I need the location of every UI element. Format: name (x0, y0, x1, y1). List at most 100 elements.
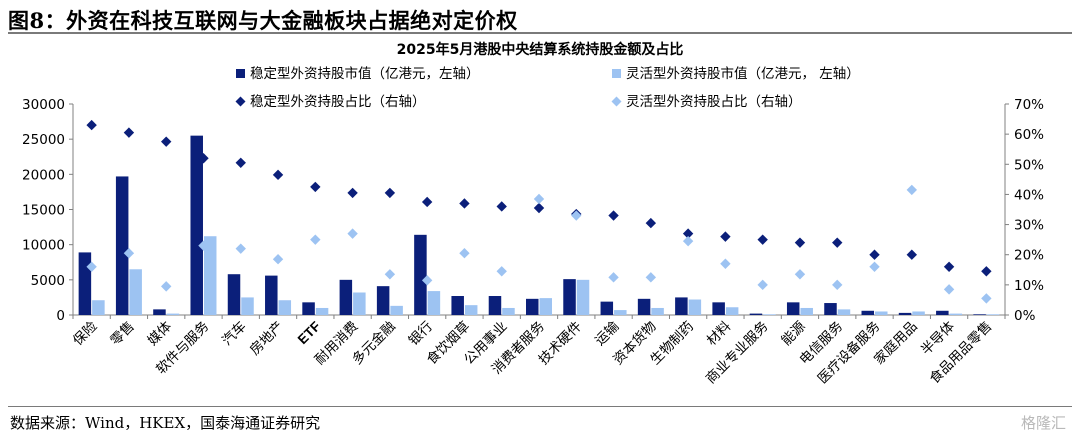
legend-swatch-bar (236, 69, 245, 78)
bar-stable (302, 302, 315, 315)
point-flexible-share (459, 248, 470, 259)
x-tick-label: 汽车 (218, 318, 249, 349)
legend-swatch-bar (612, 69, 621, 78)
bar-flexible (353, 292, 366, 315)
point-stable-share (981, 266, 992, 277)
legend-label: 灵活型外资持股市值（亿港元， 左轴） (626, 65, 860, 82)
legend-label: 灵活型外资持股占比（右轴） (626, 94, 802, 110)
bar-flexible (166, 313, 180, 315)
bar-stable (824, 303, 837, 315)
bar-flexible (129, 269, 142, 315)
bar-stable (526, 298, 539, 315)
point-stable-share (757, 234, 768, 245)
bar-stable (153, 309, 166, 315)
point-stable-share (682, 228, 694, 239)
bar-flexible (614, 310, 627, 315)
axes: 0 5000 10000 15000 20000 25000 30000 0% 10% 20% 30… (22, 97, 1044, 324)
x-tick-label: 能源 (778, 318, 809, 349)
bar-stable (451, 296, 464, 315)
chart-title: 2025年5月港股中央结算系统持股金额及占比 (397, 41, 684, 58)
point-stable-share (869, 249, 880, 260)
bar-stable (265, 275, 278, 315)
point-flexible-share (869, 261, 880, 272)
point-flexible-share (906, 184, 917, 196)
bar-flexible (203, 236, 217, 315)
y-left-tick-label: 30000 (22, 97, 65, 113)
x-tick-label: 银行 (406, 319, 436, 349)
source-rule (8, 406, 1072, 407)
point-stable-share (906, 249, 917, 260)
bar-flexible (800, 307, 813, 315)
point-flexible-share (310, 234, 321, 245)
x-tick-label: 媒体 (145, 318, 176, 349)
point-flexible-share (608, 272, 619, 283)
point-flexible-share (272, 254, 284, 265)
point-flexible-share (757, 279, 768, 291)
point-flexible-share (645, 272, 657, 283)
bar-flexible (837, 309, 851, 315)
x-tick-label: 运输 (592, 318, 623, 349)
bar-flexible (949, 313, 963, 315)
bar-flexible (92, 300, 105, 315)
legend-swatch-point (235, 96, 246, 107)
y-right-tick-label: 60% (1014, 127, 1044, 143)
point-stable-share (533, 202, 545, 214)
point-flexible-share (571, 210, 582, 221)
point-stable-share (123, 127, 135, 138)
point-flexible-share (347, 228, 358, 239)
point-stable-share (384, 187, 396, 199)
point-stable-share (421, 196, 433, 208)
point-stable-share (608, 210, 619, 221)
legend-label: 稳定型外资持股市值（亿港元，左轴） (250, 65, 480, 82)
legend: 稳定型外资持股市值（亿港元，左轴） 灵活型外资持股市值（亿港元， 左轴） 稳定型外资… (235, 65, 860, 110)
bar-stable (376, 286, 390, 315)
bar-stable (227, 274, 241, 315)
point-flexible-share (235, 243, 246, 254)
bar-flexible (241, 297, 254, 315)
point-stable-share (459, 198, 470, 209)
bar-flexible (390, 305, 403, 315)
watermark: 格隆汇 (1020, 414, 1066, 432)
x-tick-label: 零售 (107, 319, 137, 349)
point-flexible-share (794, 269, 806, 280)
y-right-tick-label: 20% (1014, 248, 1044, 264)
x-tick-label: 房地产 (247, 319, 287, 359)
point-stable-share (235, 157, 246, 168)
x-tick-label: 材料 (704, 318, 735, 349)
bar-stable (339, 279, 353, 315)
bar-stable (936, 310, 949, 315)
point-stable-share (86, 119, 97, 131)
point-flexible-share (198, 240, 209, 251)
data-source: 数据来源：Wind，HKEX，国泰海通证券研究 (10, 414, 321, 432)
x-tick-label: 保险 (70, 318, 101, 349)
bar-stable (861, 310, 875, 315)
bar-stable (190, 135, 203, 315)
bar-flexible (278, 300, 292, 315)
point-flexible-share (161, 281, 172, 292)
title-rule (8, 32, 1072, 34)
bar-stable (675, 297, 688, 315)
chart: 2025年5月港股中央结算系统持股金额及占比 稳定型外资持股市值（亿港元，左轴）… (22, 41, 1044, 387)
y-right-tick-label: 10% (1014, 278, 1044, 294)
bar-flexible (576, 279, 590, 315)
point-stable-share (272, 169, 284, 181)
y-right-tick-label: 0% (1014, 308, 1036, 324)
point-flexible-share (981, 293, 992, 304)
point-flexible-share (384, 269, 396, 280)
bar-flexible (912, 311, 925, 315)
bar-stable (78, 252, 92, 315)
point-stable-share (161, 136, 172, 147)
bar-flexible (651, 307, 664, 315)
point-flexible-share (720, 258, 731, 269)
bar-stable (115, 176, 129, 315)
point-stable-share (496, 201, 507, 212)
y-left-tick-label: 15000 (22, 203, 65, 219)
point-stable-share (645, 217, 657, 229)
bar-flexible (539, 298, 552, 315)
y-right-tick-label: 70% (1014, 97, 1044, 113)
y-left-tick-label: 0 (56, 308, 65, 324)
y-left-tick-label: 20000 (22, 167, 65, 183)
bar-stable (712, 302, 725, 315)
bar-stable (488, 296, 502, 315)
